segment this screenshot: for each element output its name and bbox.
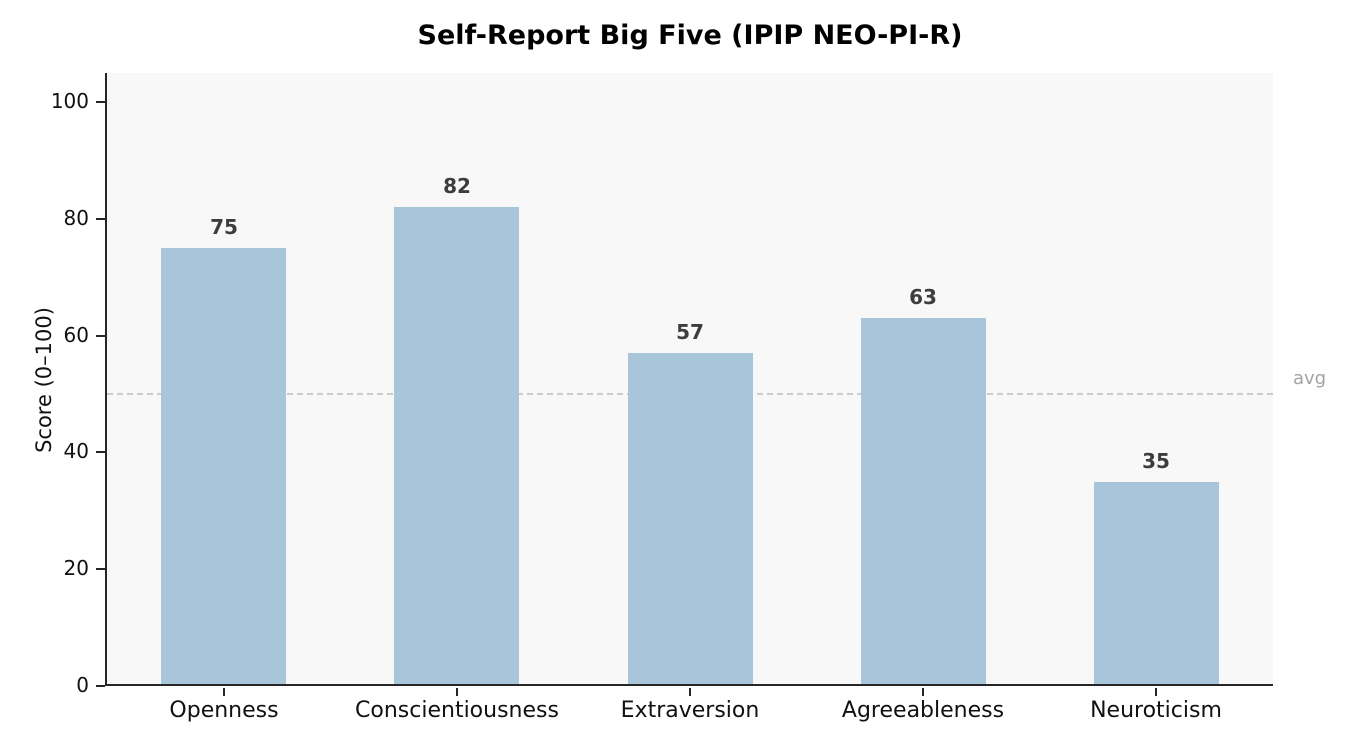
bar-value-label: 35 — [1142, 448, 1170, 473]
bar-value-label: 63 — [909, 285, 937, 310]
x-tick-label: Extraversion — [620, 698, 760, 723]
x-tick-mark — [689, 688, 691, 696]
x-tick-label: Neuroticism — [1090, 698, 1222, 723]
y-tick-mark — [96, 101, 105, 104]
bar-value-label: 75 — [210, 215, 238, 240]
y-axis-label: Score (0–100) — [32, 307, 56, 453]
avg-label: avg — [1293, 368, 1327, 389]
bar — [861, 318, 986, 686]
bar — [628, 353, 753, 686]
y-tick-label: 40 — [63, 439, 89, 464]
x-tick-mark — [456, 688, 458, 696]
y-axis-spine — [105, 73, 107, 686]
x-axis-spine — [105, 683, 1273, 686]
x-tick-label: Agreeableness — [841, 698, 1005, 723]
x-tick-label: Conscientiousness — [355, 698, 559, 723]
x-tick-label: Openness — [169, 698, 279, 723]
x-tick-mark — [1155, 688, 1157, 696]
y-tick-mark — [96, 334, 105, 337]
y-tick-mark — [96, 568, 105, 571]
x-tick-mark — [223, 688, 225, 696]
x-tick-mark — [922, 688, 924, 696]
plot-area: 0 20 40 60 80 100 75 Openness 82 Conscientiousnes… — [51, 73, 1273, 723]
y-tick-label: 0 — [76, 673, 89, 697]
y-tick-label: 80 — [63, 205, 89, 230]
bar — [394, 207, 519, 686]
y-tick-mark — [96, 451, 105, 454]
y-tick-mark — [96, 217, 105, 220]
y-tick-label: 60 — [63, 322, 89, 347]
y-tick-label: 20 — [63, 556, 89, 581]
y-tick-mark — [96, 685, 105, 687]
bar — [1094, 481, 1219, 686]
bar-value-label: 57 — [676, 320, 704, 345]
bar-value-label: 82 — [443, 174, 471, 199]
y-tick-label: 100 — [50, 89, 89, 114]
chart-title: Self-Report Big Five (IPIP NEO-PI-R) — [417, 20, 963, 51]
bar — [161, 248, 286, 686]
